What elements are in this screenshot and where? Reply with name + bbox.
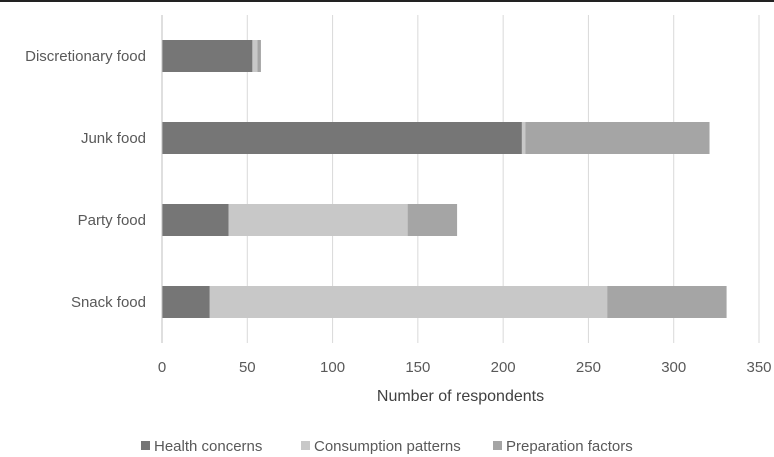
x-tick-label: 250: [576, 359, 601, 376]
top-border-line: [0, 0, 774, 2]
bar-segment: [162, 286, 210, 318]
bar-segment: [162, 122, 522, 154]
legend-label: Health concerns: [154, 438, 262, 455]
category-label: Snack food: [71, 294, 146, 311]
bar-segment: [228, 204, 408, 236]
bar-segment: [407, 204, 458, 236]
legend-label: Consumption patterns: [314, 438, 461, 455]
category-label: Junk food: [81, 130, 146, 147]
x-axis-title: Number of respondents: [377, 388, 544, 405]
x-tick-label: 200: [491, 359, 516, 376]
category-axis: Discretionary food Junk food Party food Sna…: [25, 48, 146, 311]
x-tick-label: 350: [746, 359, 771, 376]
x-tick-label: 150: [405, 359, 430, 376]
legend-swatch: [493, 441, 502, 450]
bar-segment: [257, 40, 261, 72]
x-tick-label: 100: [320, 359, 345, 376]
x-tick-label: 300: [661, 359, 686, 376]
legend-swatch: [301, 441, 310, 450]
legend: Health concerns Consumption patterns Prepa…: [141, 438, 633, 455]
bar-segment: [521, 122, 526, 154]
category-label: Discretionary food: [25, 48, 146, 65]
bar-segment: [162, 204, 229, 236]
value-axis: 0 50 100 150 200 250 300 350: [158, 15, 772, 376]
bar-segment: [162, 40, 253, 72]
x-tick-label: 50: [239, 359, 256, 376]
bar-segment: [209, 286, 608, 318]
bar-segment: [525, 122, 710, 154]
bar-segment: [252, 40, 258, 72]
legend-label: Preparation factors: [506, 438, 633, 455]
bar-segment: [607, 286, 727, 318]
x-tick-label: 0: [158, 359, 166, 376]
bars: [162, 40, 727, 318]
category-label: Party food: [78, 212, 146, 229]
legend-swatch: [141, 441, 150, 450]
